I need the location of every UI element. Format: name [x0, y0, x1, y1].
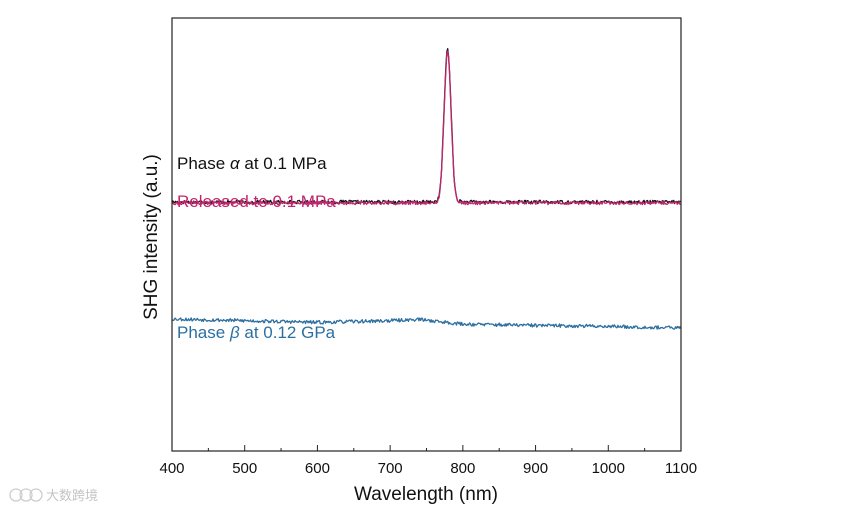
legend-phase-beta: Phase β at 0.12 GPa [177, 323, 336, 342]
y-axis-title: SHG intensity (a.u.) [141, 154, 162, 320]
legend-phase-alpha-prefix: Phase [177, 154, 230, 173]
x-tick-label-500: 500 [232, 460, 257, 477]
legend-phase-alpha: Phase α at 0.1 MPa [177, 154, 327, 173]
x-tick-label-900: 900 [523, 460, 548, 477]
x-tick-label-700: 700 [378, 460, 403, 477]
legend-released-text: Released to 0.1 MPa [177, 192, 336, 211]
x-axis-ticks [171, 445, 682, 451]
legend-released: Released to 0.1 MPa [177, 192, 336, 211]
legend-phase-beta-symbol: β [229, 323, 240, 342]
legend-phase-alpha-suffix: at 0.1 MPa [240, 154, 327, 173]
legend-phase-beta-prefix: Phase [177, 323, 230, 342]
x-tick-label-1100: 1100 [665, 460, 697, 477]
legend-phase-beta-suffix: at 0.12 GPa [240, 323, 336, 342]
series-layer [171, 48, 682, 330]
watermark: 大数跨境 [9, 488, 98, 504]
x-tick-label-600: 600 [305, 460, 330, 477]
x-tick-label-400: 400 [159, 460, 184, 477]
x-tick-label-800: 800 [450, 460, 475, 477]
x-axis-title: Wavelength (nm) [354, 484, 498, 505]
watermark-logo-icon [9, 488, 43, 502]
legend-phase-alpha-symbol: α [230, 154, 241, 173]
x-tick-label-1000: 1000 [592, 460, 625, 477]
watermark-text: 大数跨境 [46, 489, 98, 504]
series-line-2 [171, 317, 682, 330]
series-line-1 [171, 50, 681, 206]
x-axis-tick-labels: 400 500 600 700 800 900 1000 1100 [159, 460, 697, 477]
